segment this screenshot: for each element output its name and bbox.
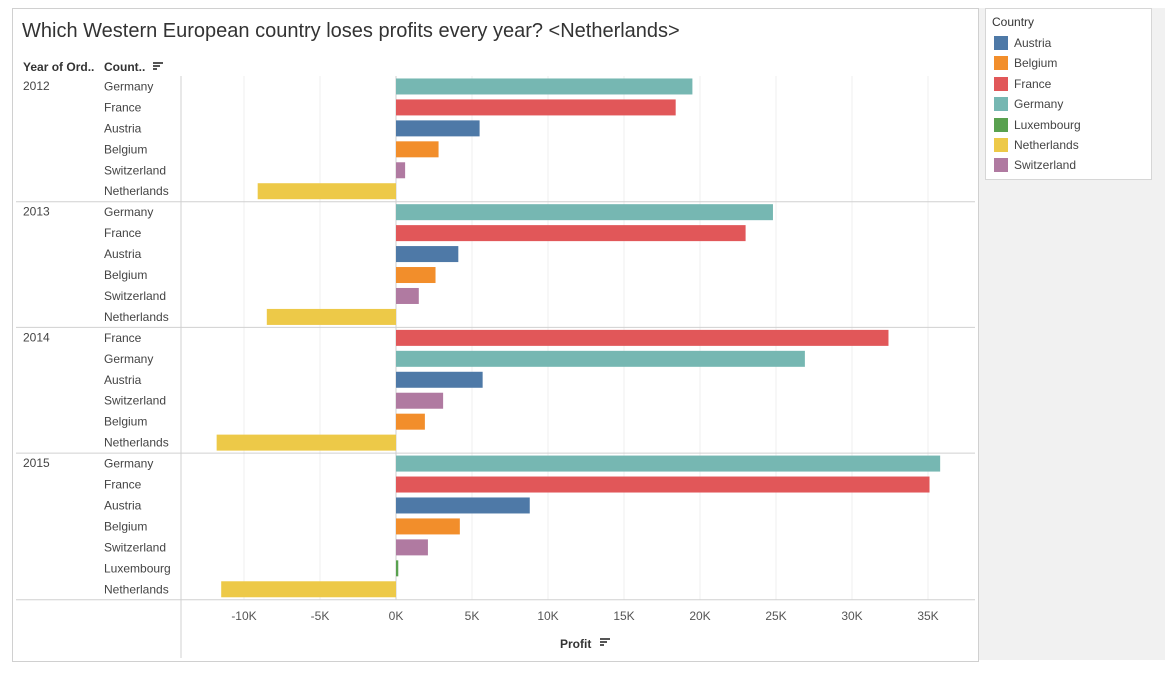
legend-swatch (994, 117, 1008, 132)
country-label: Belgium (104, 268, 147, 282)
bar-2012-switzerland[interactable] (396, 162, 406, 179)
legend-item-netherlands[interactable]: Netherlands (994, 137, 1079, 153)
bar-2014-france[interactable] (396, 329, 889, 346)
legend-label: Netherlands (1014, 138, 1079, 152)
chart-title: Which Western European country loses pro… (22, 20, 680, 42)
legend-swatch (994, 158, 1008, 173)
country-label: Germany (104, 79, 153, 93)
country-label: Switzerland (104, 394, 166, 408)
legend-item-switzerland[interactable]: Switzerland (994, 157, 1076, 173)
legend-swatch (994, 138, 1008, 152)
bar-2014-switzerland[interactable] (396, 392, 444, 409)
country-label: France (104, 331, 142, 345)
x-tick-label: 35K (917, 609, 938, 623)
bar-2014-netherlands[interactable] (216, 434, 396, 451)
legend-swatch (994, 36, 1008, 50)
x-tick-label: -10K (231, 609, 256, 623)
country-label: Netherlands (104, 436, 169, 450)
legend-label: Luxembourg (1014, 117, 1081, 132)
bar-2012-belgium[interactable] (396, 141, 439, 158)
x-tick-label: 15K (613, 609, 634, 623)
legend-item-austria[interactable]: Austria (994, 35, 1051, 51)
legend-item-france[interactable]: France (994, 76, 1051, 92)
country-label: Belgium (104, 415, 147, 429)
legend-item-belgium[interactable]: Belgium (994, 55, 1057, 71)
country-label: Belgium (104, 142, 147, 156)
x-tick-label: 20K (689, 609, 710, 623)
bar-2013-switzerland[interactable] (396, 287, 419, 304)
bar-2013-netherlands[interactable] (266, 308, 396, 325)
x-tick-label: 10K (537, 609, 558, 623)
x-axis-title[interactable]: Profit (560, 637, 592, 651)
legend-label: Belgium (1014, 56, 1058, 71)
bar-2012-austria[interactable] (396, 120, 480, 137)
x-tick-label: 25K (765, 609, 786, 623)
bar-2015-germany[interactable] (396, 455, 941, 472)
bar-2013-austria[interactable] (396, 246, 459, 263)
bar-2014-austria[interactable] (396, 371, 483, 388)
country-label: Austria (104, 498, 142, 512)
country-label: Germany (104, 352, 153, 366)
bar-2015-france[interactable] (396, 476, 930, 493)
country-label: Austria (104, 247, 142, 261)
country-label: Netherlands (104, 310, 169, 324)
legend-label: France (1014, 76, 1052, 91)
legend-swatch (994, 97, 1008, 112)
bar-2013-belgium[interactable] (396, 267, 436, 284)
x-tick-label: 5K (465, 609, 480, 623)
x-tick-label: 0K (389, 609, 404, 623)
country-label: Netherlands (104, 582, 169, 596)
country-label: Switzerland (104, 540, 166, 554)
country-label: Germany (104, 457, 153, 471)
bar-2015-belgium[interactable] (396, 518, 460, 535)
bar-2015-austria[interactable] (396, 497, 530, 514)
country-label: Netherlands (104, 184, 169, 198)
year-label: 2013 (23, 205, 50, 219)
legend-swatch (994, 56, 1008, 71)
country-label: Switzerland (104, 289, 166, 303)
bar-2015-luxembourg[interactable] (396, 560, 399, 577)
country-label: Switzerland (104, 163, 166, 177)
legend-swatch (994, 76, 1008, 91)
legend: Country Austria Belgium France Germany Luxem… (985, 8, 1152, 180)
country-label: Austria (104, 121, 142, 135)
bar-2012-netherlands[interactable] (257, 183, 396, 200)
country-label: France (104, 226, 142, 240)
country-label: Austria (104, 373, 142, 387)
sort-country-icon[interactable] (153, 62, 163, 70)
bar-2013-germany[interactable] (396, 204, 773, 221)
country-label: France (104, 478, 142, 492)
country-label: Belgium (104, 519, 147, 533)
country-label: Germany (104, 205, 153, 219)
country-label: France (104, 100, 142, 114)
legend-title: Country (992, 15, 1035, 29)
bar-2015-netherlands[interactable] (221, 581, 396, 598)
bar-2015-switzerland[interactable] (396, 539, 428, 556)
year-label: 2014 (23, 330, 50, 344)
bar-2012-germany[interactable] (396, 78, 693, 95)
country-label: Luxembourg (104, 561, 171, 575)
bar-2013-france[interactable] (396, 225, 746, 242)
legend-label: Austria (1014, 36, 1052, 50)
bar-2012-france[interactable] (396, 99, 676, 116)
x-tick-label: -5K (311, 609, 330, 623)
legend-label: Switzerland (1014, 158, 1077, 173)
year-label: 2012 (23, 79, 50, 93)
legend-item-luxembourg[interactable]: Luxembourg (994, 117, 1081, 133)
bar-2014-belgium[interactable] (396, 413, 425, 430)
legend-label: Germany (1014, 97, 1064, 112)
bar-2014-germany[interactable] (396, 350, 805, 367)
legend-item-germany[interactable]: Germany (994, 96, 1063, 112)
sort-profit-icon[interactable] (600, 638, 610, 646)
year-label: 2015 (23, 456, 50, 470)
country-column-header[interactable]: Count.. (104, 60, 146, 74)
x-tick-label: 30K (841, 609, 862, 623)
year-column-header[interactable]: Year of Ord.. (23, 60, 95, 74)
